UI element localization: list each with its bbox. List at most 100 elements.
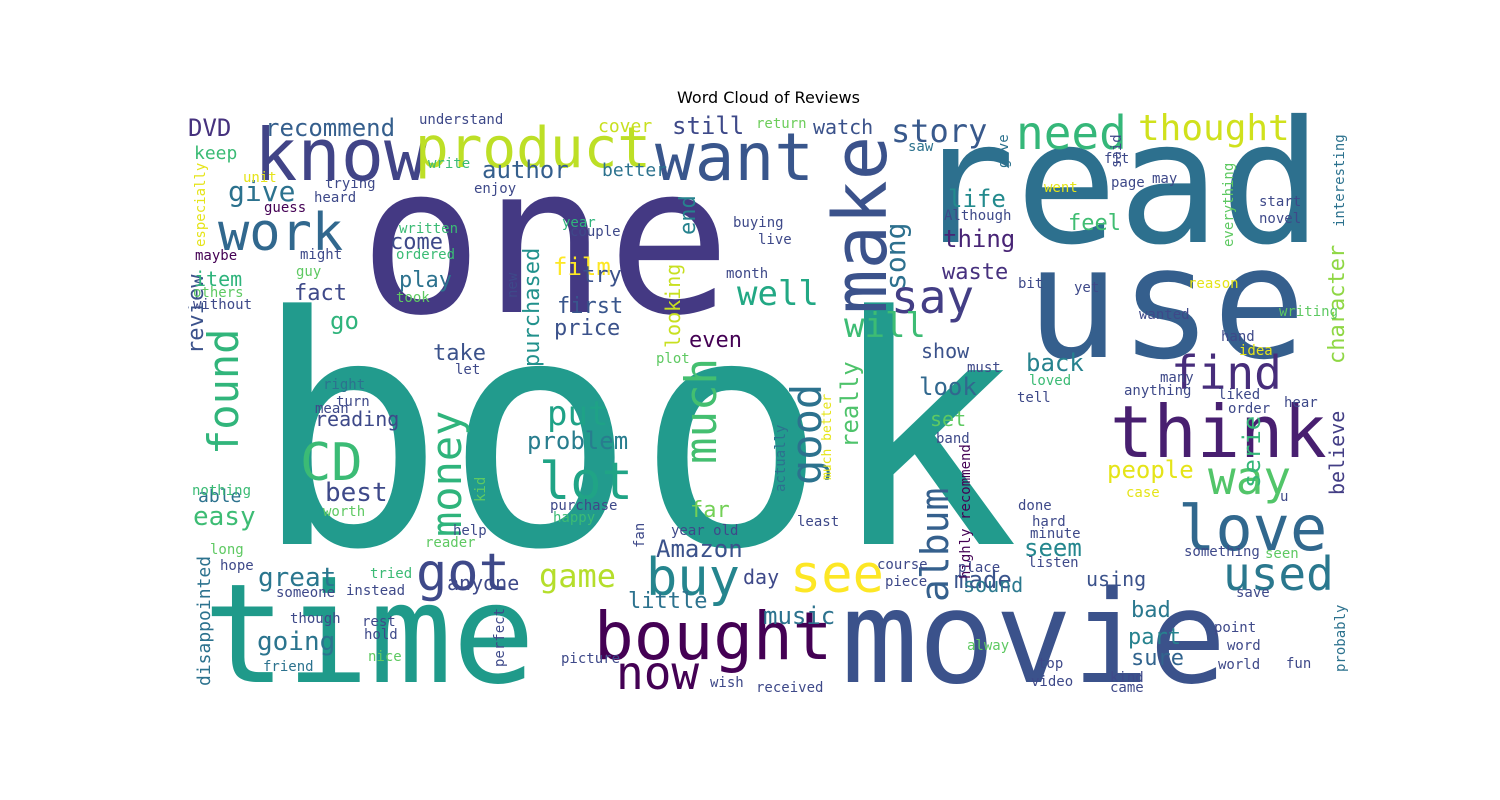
word-people: people [1107, 456, 1194, 484]
word-movie: movie [841, 564, 1226, 692]
word-first: first [557, 294, 623, 319]
word-guy: guy [296, 264, 321, 280]
word-everything: everything [1221, 163, 1237, 247]
word-bad: bad [1131, 598, 1171, 623]
word-dvd: DVD [188, 114, 231, 142]
word-hold: hold [364, 627, 398, 643]
word-buying: buying [733, 215, 784, 231]
word-going: going [257, 627, 335, 657]
word-case: case [1126, 485, 1160, 501]
word-wanted: wanted [1139, 307, 1190, 323]
word-video: video [1031, 674, 1073, 690]
word-without: without [193, 297, 252, 313]
word-part: part [1128, 625, 1181, 650]
word-problem: problem [527, 427, 628, 455]
word-great: great [258, 563, 336, 593]
chart-title: Word Cloud of Reviews [677, 88, 860, 107]
word-look: look [919, 373, 977, 401]
word-serie: serie [1238, 416, 1266, 488]
word-purchased: purchased [520, 248, 545, 367]
word-yet: yet [1074, 280, 1099, 296]
word-novel: novel [1259, 211, 1301, 227]
word-right: right [323, 377, 365, 393]
word-turn: turn [336, 394, 370, 410]
word-read: read [913, 112, 1322, 283]
word-came: came [1110, 680, 1144, 692]
word-especially: especially [193, 163, 209, 247]
word-point: point [1214, 620, 1256, 636]
word-nice: nice [368, 649, 402, 665]
word-hope: hope [220, 558, 254, 574]
word-let: let [455, 362, 480, 378]
word-instead: instead [346, 583, 405, 599]
word-set: set [930, 407, 966, 431]
word-back: back [1026, 349, 1084, 377]
word-better: better [602, 160, 667, 181]
word-new: new [505, 272, 521, 298]
word-month: month [726, 266, 768, 282]
word-seem: seem [1024, 534, 1082, 562]
word-easy: easy [193, 502, 256, 532]
word-reading: reading [315, 407, 399, 431]
word-gave: gave [996, 134, 1012, 168]
word-lot: lot [539, 452, 633, 512]
word-one: one [359, 121, 731, 361]
word-song: song [879, 223, 912, 290]
word-hand: hand [1221, 329, 1255, 345]
word-done: done [1018, 498, 1052, 514]
word-live: live [758, 232, 792, 248]
word-said: said [1109, 134, 1125, 168]
word-well: well [737, 274, 819, 314]
word-world: world [1218, 657, 1260, 673]
word-even: even [689, 328, 742, 353]
word-minute: minute [1030, 526, 1081, 542]
word-author: author [482, 156, 569, 184]
word-think: think [1110, 390, 1327, 474]
word-hear: hear [1284, 395, 1318, 411]
word-cloud: book one read use movie time know want product bo… [188, 112, 1351, 692]
word-someone: someone [276, 585, 335, 601]
word-best: best [325, 478, 388, 508]
word-many: many [1160, 370, 1194, 386]
word-actually: actually [773, 425, 789, 492]
word-cover: cover [598, 116, 652, 137]
word-used: used [1223, 547, 1334, 601]
word-maybe: maybe [195, 248, 237, 264]
word-fun: fun [1286, 656, 1311, 672]
word-highly-recommend: highly recommend [958, 444, 974, 579]
word-loved: loved [1029, 373, 1071, 389]
word-place: place [958, 560, 1000, 576]
word-anything: anything [1124, 383, 1191, 399]
word-start: start [1259, 194, 1301, 210]
word-way: way [1208, 451, 1291, 505]
word-day: day [743, 565, 779, 589]
word-believe: believe [1325, 411, 1349, 495]
word-little: little [628, 589, 707, 614]
word-work: work [218, 203, 343, 263]
word-review: review [188, 274, 209, 354]
word-album: album [913, 488, 957, 602]
word-fan: fan [632, 523, 648, 548]
word-others: others [193, 285, 244, 301]
word-written: written [399, 221, 458, 237]
word-know: know [254, 113, 428, 197]
word-thing: thing [943, 225, 1015, 253]
word-reader: reader [425, 535, 476, 551]
word-save: save [1236, 585, 1270, 601]
word-liked: liked [1218, 387, 1260, 403]
word-put: put [547, 394, 608, 434]
word-heard: heard [314, 190, 356, 206]
word-give: give [228, 175, 295, 208]
word-book: book [253, 249, 1019, 619]
word-received: received [756, 680, 823, 692]
word-show: show [921, 339, 970, 363]
word-although: Although [944, 208, 1011, 224]
word-year-old: year old [671, 523, 738, 539]
word-using: using [1086, 567, 1146, 591]
word-much: much [676, 358, 727, 464]
word-film: film [553, 253, 611, 281]
word-find: find [1171, 346, 1282, 400]
word-keep: keep [194, 143, 237, 164]
word-come: come [390, 230, 443, 255]
